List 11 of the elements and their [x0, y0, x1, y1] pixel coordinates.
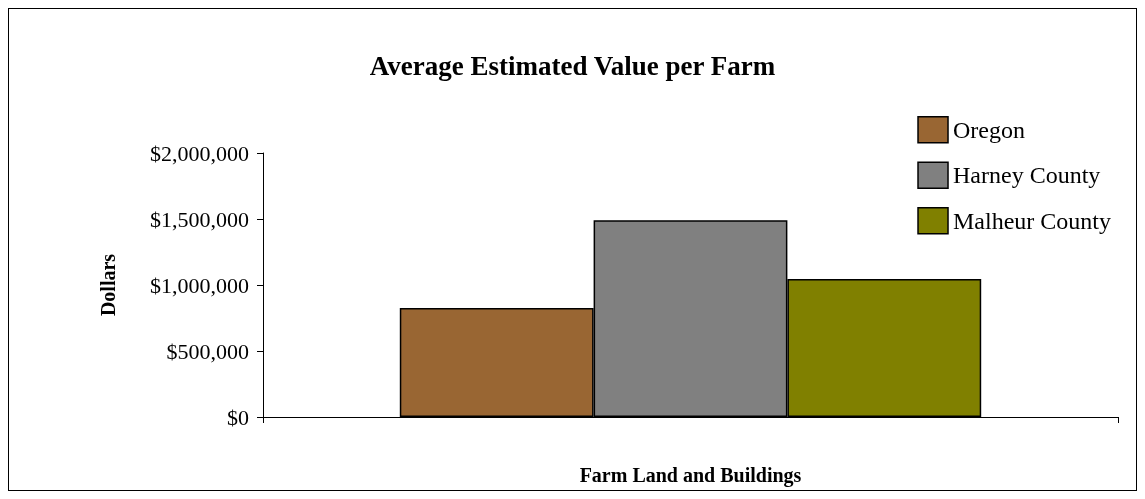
y-axis-title: Dollars: [97, 253, 119, 317]
y-tick-label: $2,000,000: [150, 140, 249, 166]
y-tick-label: $1,000,000: [150, 272, 249, 298]
chart-title: Average Estimated Value per Farm: [369, 50, 776, 81]
y-tick-label: $0: [227, 404, 249, 430]
legend-label: Harney County: [953, 162, 1101, 189]
x-axis-title: Farm Land and Buildings: [579, 464, 802, 487]
legend-label: Malheur County: [953, 207, 1111, 234]
y-tick-label: $1,500,000: [150, 206, 249, 232]
legend-label: Oregon: [953, 116, 1025, 143]
y-tick-label: $500,000: [166, 338, 249, 364]
